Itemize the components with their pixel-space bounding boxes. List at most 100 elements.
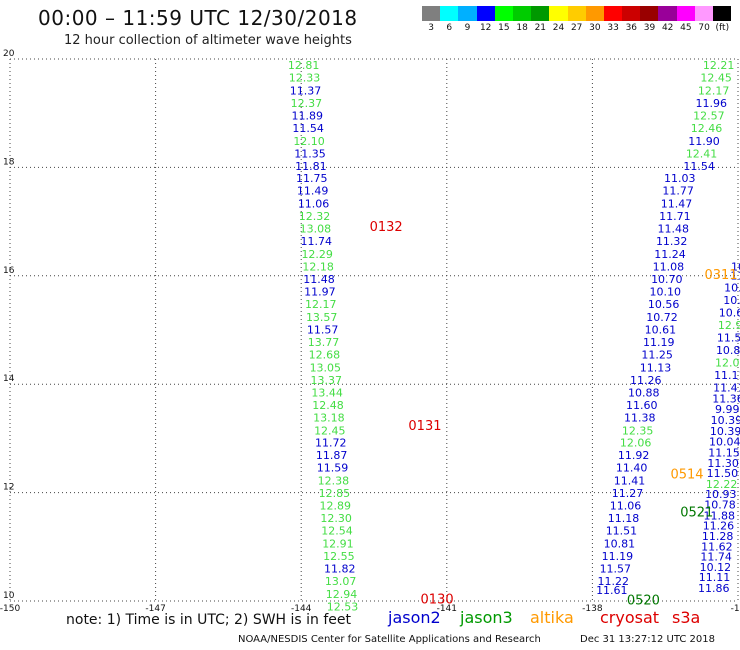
data-point-label: 10.78 [704,499,736,512]
data-point-label: 11.11 [699,571,731,584]
data-point-label: 11.35 [294,147,326,160]
data-point-label: 11.22 [598,575,630,588]
colorbar-label: 21 [534,23,547,33]
data-point-label: 11.81 [295,160,327,173]
data-point-label: 11.18 [608,512,640,525]
colorbar-swatch [531,6,550,21]
data-point-label: 11.49 [297,185,329,198]
colorbar-label: 39 [643,23,656,33]
data-point-label: 13.05 [310,361,342,374]
colorbar-label: 42 [661,23,674,33]
data-point-label: 11.89 [291,109,323,122]
x-tick-label: -144 [291,604,312,614]
colorbar-label: 70 [698,23,710,33]
data-point-label: 11.48 [658,223,690,236]
data-point-label: 11.06 [610,500,642,513]
data-point-label: 11.41 [713,381,740,394]
data-point-label: 11.38 [624,411,656,424]
footer-note: note: 1) Time is in UTC; 2) SWH is in fe… [66,612,352,628]
generated-timestamp: Dec 31 13:27:12 UTC 2018 [580,634,715,645]
colorbar-label: 18 [516,23,528,33]
credit-text: NOAA/NESDIS Center for Satellite Applica… [238,634,541,645]
colorbar-swatch [476,6,495,21]
data-point-label: 12.94 [326,588,358,601]
data-point-label: 12.10 [293,135,325,148]
data-point-label: 12.30 [320,512,352,525]
data-point-label: 11.50 [707,467,739,480]
colorbar-labels: 3 6 9 12 15 18 21 24 27 30 33 36 39 42 45 70 (ft) [422,23,740,35]
data-point-label: 11.26 [703,520,735,533]
data-point-label: 12.55 [323,550,355,563]
data-point-label: 11.86 [698,582,730,595]
data-point-label: 11.59 [317,462,349,475]
y-tick-label: 12 [3,483,14,493]
data-point-label: 12.32 [299,210,331,223]
data-point-label: 11.19 [602,550,634,563]
data-point-label: 10.39 [711,414,740,427]
data-point-label: 10.81 [604,538,636,551]
data-point-label: 11.26 [630,374,662,387]
colorbar-swatch [676,6,695,21]
data-point-label: 11.32 [656,235,688,248]
colorbar-swatch [567,6,586,21]
colorbar-label: 27 [570,23,583,33]
data-point-label: 10.56 [648,298,680,311]
data-point-label: 11.97 [304,286,336,299]
colorbar-swatch [658,6,677,21]
data-point-label: 11.11 [714,369,740,382]
data-point-label: 12.18 [302,261,334,274]
data-point-label: 11.48 [303,273,335,286]
data-point-label: 11.19 [643,336,675,349]
pass-time-annotation: 0131 [408,419,441,434]
data-point-label: 11.96 [696,97,728,110]
page-subtitle: 12 hour collection of altimeter wave hei… [64,33,352,48]
data-point-label: 12.48 [312,399,344,412]
data-point-label: 11.40 [616,462,648,475]
data-point-label: 13.18 [313,411,345,424]
page-title: 00:00 – 11:59 UTC 12/30/2018 [38,6,358,30]
colorbar [422,6,732,21]
data-point-label: 12.21 [703,59,735,72]
data-point-label: 11.53 [717,332,740,345]
colorbar-swatch [422,6,441,21]
x-tick-label: -150 [0,604,20,614]
data-point-label: 12.91 [718,319,740,332]
data-point-label: 12.35 [622,424,654,437]
data-point-label: 10.7 [723,294,740,307]
data-point-label: 11.15 [708,446,740,459]
data-point-label: 11.51 [606,525,638,538]
data-point-label: 11.87 [316,449,348,462]
data-point-label: 10.10 [649,286,681,299]
data-point-label: 11.13 [640,361,672,374]
colorbar-label: 12 [479,23,492,33]
colorbar-swatch [549,6,568,21]
x-tick-label: -13 [731,604,740,614]
legend-jason3: jason3 [460,608,513,627]
colorbar-swatch [603,6,623,21]
pass-time-annotation: 0514 [670,468,703,483]
data-point-label: 12.45 [314,424,346,437]
colorbar-label: 30 [589,23,601,33]
data-point-label: 10.80 [716,344,740,357]
data-point-label: 11.88 [703,509,735,522]
colorbar-unit-label: (ft) [715,23,730,33]
data-point-label: 11.25 [641,348,673,361]
legend-altika: altika [530,608,574,627]
data-point-label: 11.54 [683,160,715,173]
data-point-label: 11.62 [701,540,733,553]
y-tick-label: 18 [3,157,15,167]
data-point-label: 12.06 [620,437,652,450]
data-point-label: 10.88 [628,386,660,399]
data-point-label: 11.71 [659,210,691,223]
data-point-label: 12.45 [700,71,732,84]
data-point-label: 11.74 [700,551,732,564]
pass-time-annotation: 0130 [421,592,454,607]
colorbar-swatch [494,6,513,21]
data-point-label: 11.30 [707,457,739,470]
pass-time-annotation: 0521 [680,506,713,521]
data-point-label: 12.33 [289,71,321,84]
colorbar-label: 33 [607,23,619,33]
data-point-label: 12.68 [309,348,341,361]
data-point-label: 10.62 [719,307,740,320]
data-point-label: 10.72 [646,311,678,324]
